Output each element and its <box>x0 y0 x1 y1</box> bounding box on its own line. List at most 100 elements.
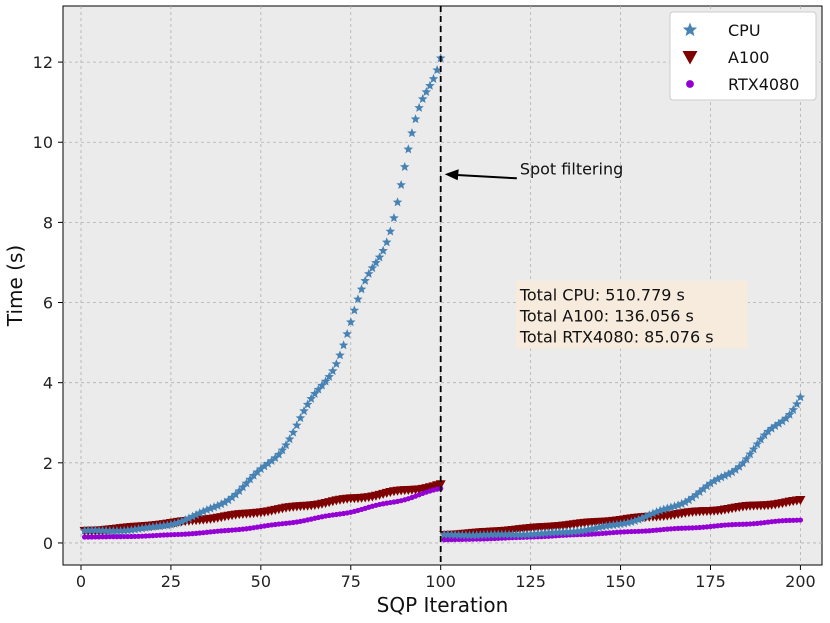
point-cpu <box>115 525 126 535</box>
point-cpu <box>356 284 367 294</box>
point-cpu <box>399 161 410 171</box>
point-cpu <box>284 434 295 444</box>
point-cpu <box>637 513 647 523</box>
point-cpu <box>428 73 439 83</box>
annotation-arrowhead <box>444 169 459 181</box>
point-rtx4080 <box>114 534 120 540</box>
point-cpu <box>461 530 471 540</box>
legend-label-a100: A100 <box>728 48 769 67</box>
point-cpu <box>360 275 370 285</box>
point-cpu <box>788 404 798 414</box>
point-rtx4080 <box>128 533 134 540</box>
point-cpu <box>259 461 270 471</box>
point-cpu <box>396 179 406 190</box>
point-cpu <box>256 464 266 474</box>
point-cpu <box>784 409 795 419</box>
point-cpu <box>594 522 604 532</box>
point-cpu <box>184 513 194 523</box>
point-rtx4080 <box>117 533 124 540</box>
point-cpu <box>371 257 381 267</box>
point-cpu <box>774 418 784 428</box>
point-cpu <box>378 245 388 255</box>
legend: CPU A100 RTX4080 <box>669 11 817 101</box>
point-cpu <box>479 529 489 539</box>
point-cpu <box>238 482 248 492</box>
point-cpu <box>381 237 392 247</box>
point-cpu <box>597 521 608 531</box>
point-cpu <box>176 516 187 526</box>
point-cpu <box>615 519 626 529</box>
x-tick-label: 125 <box>515 572 546 591</box>
point-cpu <box>687 492 698 502</box>
point-cpu <box>317 380 327 390</box>
point-cpu <box>712 474 723 484</box>
point-cpu <box>533 528 543 538</box>
point-cpu <box>795 392 806 402</box>
annotation-arrow <box>454 173 517 180</box>
point-cpu <box>266 455 277 466</box>
point-cpu <box>439 529 450 539</box>
legend-label-cpu: CPU <box>728 21 761 40</box>
point-cpu <box>756 434 766 444</box>
x-tick-label: 50 <box>251 572 271 591</box>
point-cpu <box>245 474 255 484</box>
point-cpu <box>763 426 773 436</box>
point-cpu <box>223 495 234 505</box>
point-cpu <box>403 144 414 154</box>
point-cpu <box>227 492 237 502</box>
point-cpu <box>529 529 539 539</box>
point-cpu <box>331 358 342 369</box>
point-cpu <box>777 416 788 426</box>
y-tick-label: 12 <box>33 53 53 72</box>
point-cpu <box>489 529 500 539</box>
point-cpu <box>349 305 360 315</box>
point-cpu <box>212 500 223 510</box>
x-tick-label: 25 <box>161 572 181 591</box>
point-cpu <box>565 526 575 536</box>
summary-total-rtx4080: Total RTX4080: 85.076 s <box>519 328 714 347</box>
point-cpu <box>734 461 745 471</box>
point-cpu <box>752 439 763 449</box>
point-cpu <box>374 252 385 262</box>
point-cpu <box>158 520 169 530</box>
point-rtx4080 <box>99 534 106 540</box>
point-cpu <box>511 529 521 539</box>
point-cpu <box>579 525 590 535</box>
x-tick-label: 200 <box>785 572 816 591</box>
point-cpu <box>543 527 554 537</box>
point-rtx4080 <box>92 534 98 540</box>
point-cpu <box>676 498 687 508</box>
point-cpu <box>425 80 435 90</box>
point-cpu <box>500 529 511 539</box>
point-cpu <box>525 529 536 539</box>
point-cpu <box>507 529 518 539</box>
point-cpu <box>673 500 683 510</box>
data-points <box>79 53 806 543</box>
point-cpu <box>666 502 676 512</box>
point-cpu <box>320 376 331 386</box>
point-cpu <box>151 521 162 531</box>
point-cpu <box>328 366 338 376</box>
point-cpu <box>166 519 176 529</box>
point-cpu <box>630 515 640 525</box>
y-tick-label: 0 <box>43 534 53 553</box>
point-cpu <box>137 523 147 533</box>
point-cpu <box>410 114 421 124</box>
point-cpu <box>608 520 619 530</box>
point-cpu <box>662 503 673 513</box>
point-cpu <box>342 329 352 339</box>
point-cpu <box>651 507 662 517</box>
point-cpu <box>87 525 97 535</box>
x-tick-label: 0 <box>76 572 86 591</box>
point-cpu <box>554 527 565 537</box>
point-cpu <box>79 525 90 535</box>
summary-total-cpu: Total CPU: 510.779 s <box>519 286 685 305</box>
point-cpu <box>792 399 802 409</box>
point-cpu <box>605 520 615 530</box>
x-tick-label: 100 <box>425 572 456 591</box>
point-cpu <box>770 421 780 431</box>
point-cpu <box>471 530 482 540</box>
point-cpu <box>727 467 737 477</box>
point-cpu <box>601 521 611 531</box>
point-cpu <box>558 527 568 537</box>
